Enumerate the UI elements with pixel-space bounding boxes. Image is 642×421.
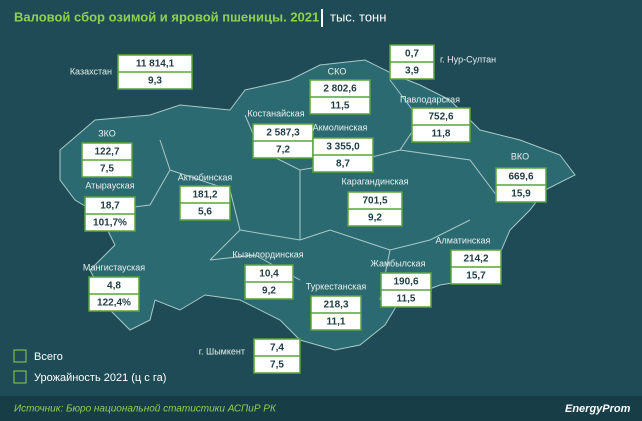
legend-yield: Урожайность 2021 (ц с га) bbox=[34, 372, 166, 384]
total-value: 0,7 bbox=[405, 49, 419, 60]
total-value: 7,4 bbox=[270, 343, 284, 354]
yield-value: 3,9 bbox=[405, 66, 419, 77]
total-value: 181,2 bbox=[192, 190, 217, 201]
footer-bar bbox=[0, 396, 642, 421]
total-value: 218,3 bbox=[323, 300, 348, 311]
source: Источник: Бюро национальной статистики А… bbox=[14, 404, 277, 415]
total-value: 2 802,6 bbox=[323, 84, 357, 95]
yield-value: 11,5 bbox=[331, 101, 350, 112]
yield-value: 7,5 bbox=[270, 360, 284, 371]
total-value: 3 355,0 bbox=[326, 142, 360, 153]
region-name: Актюбинская bbox=[178, 172, 233, 182]
yield-value: 11,1 bbox=[327, 317, 346, 328]
yield-value: 9,3 bbox=[148, 76, 162, 87]
region-name: ВКО bbox=[511, 151, 529, 161]
region-name: Казахстан bbox=[70, 66, 112, 76]
unit: тыс. тонн bbox=[330, 9, 386, 24]
legend-total: Всего bbox=[34, 351, 63, 363]
region-name: Павлодарская bbox=[400, 94, 460, 104]
total-value: 4,8 bbox=[107, 281, 121, 292]
total-value: 122,7 bbox=[94, 147, 119, 158]
regions: Казахстан 11 814,1 9,3 г. Нур-Султан 0,7 3,9 С… bbox=[70, 44, 547, 374]
total-value: 2 587,3 bbox=[266, 128, 300, 139]
total-value: 701,5 bbox=[362, 196, 387, 207]
yield-value: 9,2 bbox=[262, 286, 276, 297]
logo: EnergyProm bbox=[565, 403, 631, 415]
yield-value: 7,2 bbox=[276, 145, 290, 156]
region-name: Кызылординская bbox=[232, 249, 303, 259]
yield-value: 15,7 bbox=[466, 271, 486, 282]
yield-value: 15,9 bbox=[511, 189, 531, 200]
yield-value: 11,8 bbox=[432, 129, 451, 140]
region-name: Костанайская bbox=[247, 108, 304, 118]
total-value: 669,6 bbox=[508, 172, 533, 183]
yield-value: 8,7 bbox=[336, 159, 350, 170]
region-name: г. Шымкент bbox=[199, 346, 245, 356]
region-name: Акмолинская bbox=[313, 122, 368, 132]
yield-value: 101,7% bbox=[93, 218, 127, 229]
region-borders bbox=[109, 79, 501, 301]
yield-value: 5,6 bbox=[198, 207, 212, 218]
yield-value: 122,4% bbox=[97, 298, 131, 309]
region-name: г. Нур-Султан bbox=[440, 54, 496, 64]
region-name: СКО bbox=[328, 66, 347, 76]
region-name: Карагандинская bbox=[341, 176, 408, 186]
legend-swatch-total bbox=[13, 349, 27, 363]
title: Валовой сбор озимой и яровой пшеницы. 20… bbox=[14, 9, 319, 24]
total-value: 10,4 bbox=[259, 269, 279, 280]
region-name: Алматинская bbox=[436, 235, 491, 245]
region-name: Жамбылская bbox=[371, 258, 426, 268]
total-value: 190,6 bbox=[393, 277, 418, 288]
yield-value: 7,5 bbox=[100, 164, 114, 175]
region-name: Мангистауская bbox=[83, 262, 145, 272]
total-value: 214,2 bbox=[463, 254, 488, 265]
region-name: ЗКО bbox=[98, 128, 116, 138]
total-value: 752,6 bbox=[428, 112, 453, 123]
yield-value: 9,2 bbox=[368, 213, 382, 224]
region-name: Туркестанская bbox=[306, 281, 367, 291]
legend-swatch-yield bbox=[13, 370, 27, 384]
yield-value: 11,5 bbox=[397, 294, 416, 305]
region-name: Атырауская bbox=[85, 180, 134, 190]
total-value: 11 814,1 bbox=[136, 59, 175, 70]
total-value: 18,7 bbox=[100, 201, 120, 212]
